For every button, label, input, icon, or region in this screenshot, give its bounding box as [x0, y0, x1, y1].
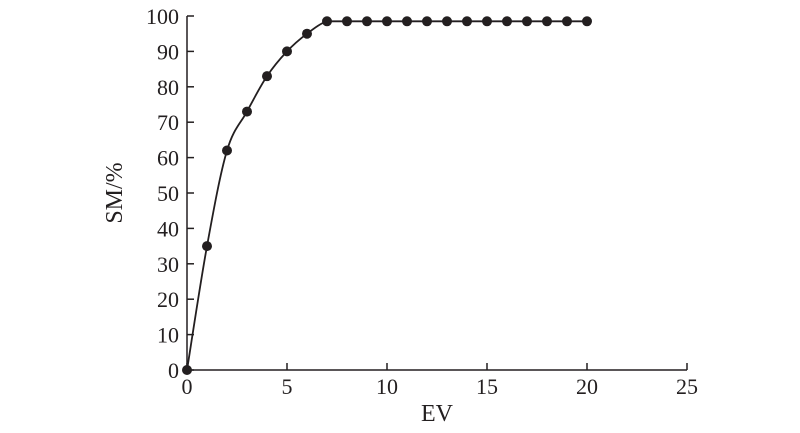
y-tick-label: 60 [157, 146, 179, 171]
data-point-14 [462, 16, 472, 27]
x-tick-label: 25 [676, 374, 698, 399]
data-point-20 [582, 16, 592, 27]
data-point-7 [322, 16, 332, 27]
y-tick-label: 40 [157, 216, 179, 241]
data-point-18 [542, 16, 552, 27]
y-tick-label: 90 [157, 39, 179, 64]
data-point-9 [362, 16, 372, 27]
data-point-1 [202, 241, 212, 252]
ticks [186, 15, 688, 371]
data-point-10 [382, 16, 392, 27]
data-point-4 [262, 71, 272, 82]
data-point-0 [182, 365, 192, 375]
data-point-12 [422, 16, 432, 27]
series-line [186, 20, 587, 371]
x-tick-label: 15 [476, 374, 498, 399]
x-tick-label: 0 [182, 374, 193, 399]
data-point-5 [282, 46, 292, 57]
data-point-11 [402, 16, 412, 27]
data-point-15 [482, 16, 492, 27]
y-tick-label: 10 [157, 323, 179, 348]
data-point-2 [222, 145, 232, 156]
y-tick-label: 0 [168, 358, 179, 383]
y-tick-label: 20 [157, 287, 179, 312]
y-tick-label: 80 [157, 75, 179, 100]
data-point-8 [342, 16, 352, 27]
y-tick-label: 70 [157, 110, 179, 135]
x-tick-label: 10 [376, 374, 398, 399]
data-point-3 [242, 106, 252, 117]
data-markers [182, 16, 592, 375]
data-point-19 [562, 16, 572, 27]
y-axis-title: SM/% [102, 162, 128, 223]
data-point-13 [442, 16, 452, 27]
data-point-16 [502, 16, 512, 27]
y-tick-label: 50 [157, 181, 179, 206]
y-tick-label: 100 [146, 4, 179, 29]
y-tick-label: 30 [157, 252, 179, 277]
x-axis-title: EV [421, 401, 454, 427]
data-point-6 [302, 28, 312, 39]
x-tick-label: 5 [282, 374, 293, 399]
x-tick-label: 20 [576, 374, 598, 399]
tick-labels: 0 5 10 15 20 25 0 10 20 30 40 50 60 70 80 90 100 [146, 4, 698, 399]
axes [186, 16, 687, 371]
data-point-17 [522, 16, 532, 27]
